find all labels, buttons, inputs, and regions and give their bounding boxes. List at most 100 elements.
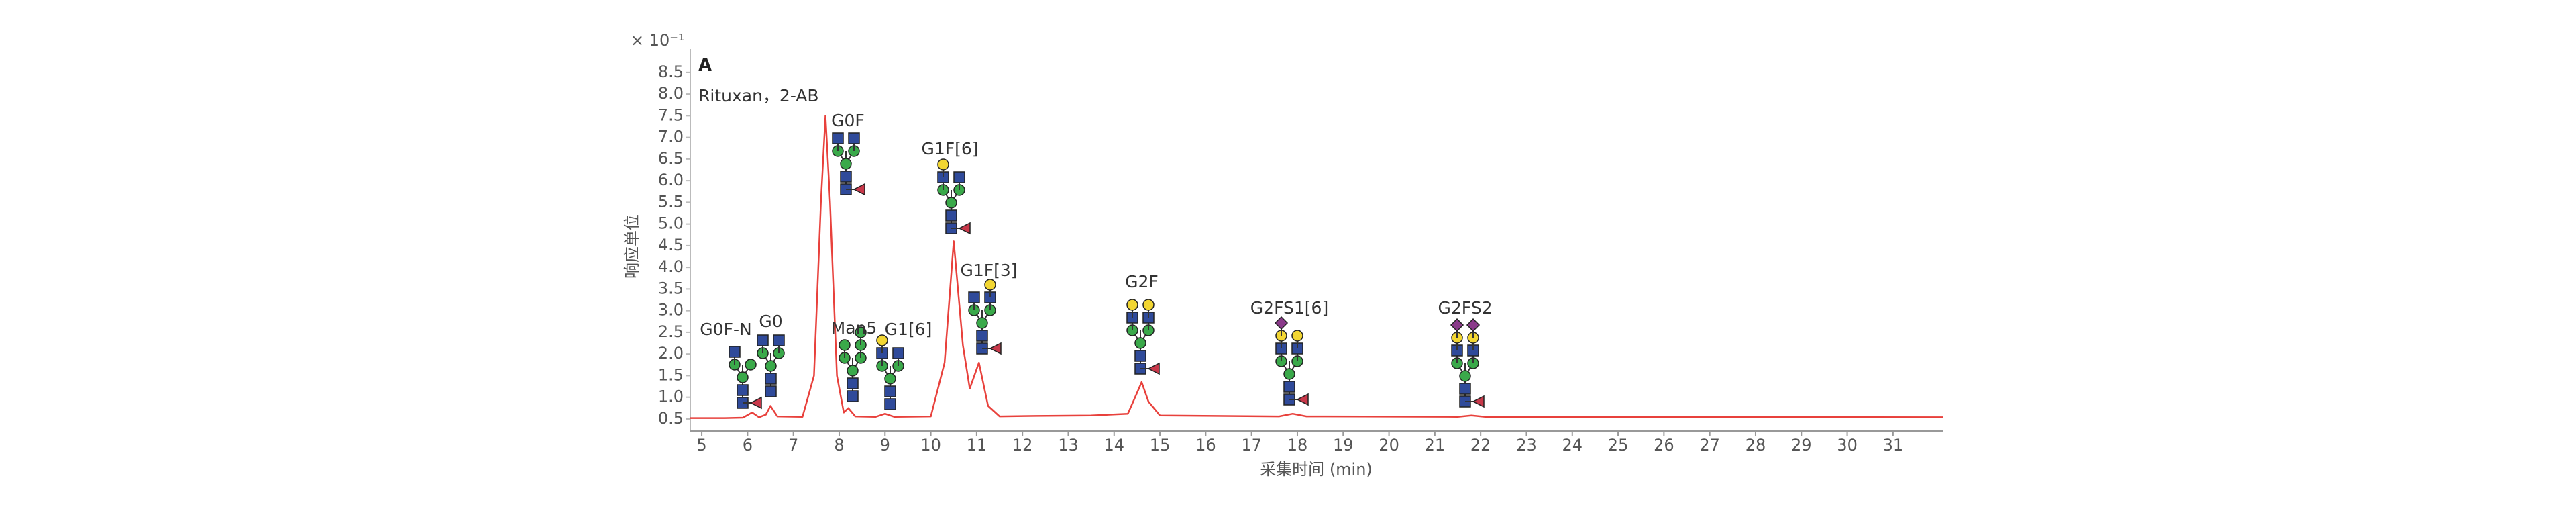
glycan-square: [848, 132, 860, 144]
trace: [690, 115, 1944, 419]
glycan-square: [847, 377, 859, 389]
x-tick-label: 17: [1241, 436, 1262, 455]
glycan-square: [1459, 383, 1471, 395]
glycan-circle: [737, 371, 749, 383]
glycan-circle: [745, 359, 757, 371]
glycan-circle: [1126, 299, 1138, 311]
glycan-square: [773, 334, 785, 346]
glycan-square: [832, 132, 844, 144]
glycan-square: [737, 384, 749, 396]
glycan-square: [1283, 381, 1295, 393]
x-tick-label: 19: [1333, 436, 1354, 455]
y-tick-label: 3.0: [658, 301, 684, 320]
glycan-diamond: [1466, 318, 1481, 332]
x-tick-label: 7: [788, 436, 798, 455]
y-tick-label: 4.5: [658, 236, 684, 254]
y-tick-label: 2.5: [658, 322, 684, 341]
glycan-circle: [840, 158, 852, 170]
x-tick-label: 10: [920, 436, 941, 455]
glycan-circle: [1134, 337, 1146, 349]
x-tick-label: 16: [1195, 436, 1216, 455]
glycan-circle: [855, 326, 867, 338]
x-tick-label: 30: [1837, 436, 1858, 455]
peak-label: G2F: [1125, 272, 1159, 291]
x-tick-label: 25: [1608, 436, 1629, 455]
glycan-square: [757, 334, 769, 346]
x-tick-label: 26: [1654, 436, 1674, 455]
y-tick-label: 1.0: [658, 387, 684, 406]
x-tick-label: 28: [1746, 436, 1766, 455]
x-tick-label: 20: [1379, 436, 1399, 455]
y-tick-label: 7.0: [658, 128, 684, 146]
x-tick-label: 23: [1516, 436, 1537, 455]
y-scale-label: × 10⁻¹: [631, 31, 685, 50]
peak-label: G0: [759, 312, 782, 331]
y-tick-label: 8.0: [658, 84, 684, 103]
x-tick-label: 14: [1104, 436, 1124, 455]
glycan-circle: [847, 365, 859, 377]
x-tick-label: 8: [834, 436, 844, 455]
peak-label: G2FS2: [1438, 298, 1493, 318]
glycan-diamond: [1274, 316, 1289, 330]
x-tick-label: 22: [1470, 436, 1491, 455]
glycan-circle: [1459, 370, 1471, 382]
glycan-square: [765, 385, 777, 397]
glycan-square: [945, 209, 957, 222]
glycan-circle: [937, 158, 949, 171]
glycan-circle: [884, 373, 896, 385]
y-tick-label: 5.0: [658, 214, 684, 233]
y-tick-label: 6.5: [658, 149, 684, 168]
x-tick-label: 31: [1883, 436, 1904, 455]
glycan-square: [892, 347, 904, 359]
glycan-circle: [945, 197, 957, 209]
glycan-square: [847, 390, 859, 402]
x-tick-label: 13: [1058, 436, 1079, 455]
x-tick-label: 29: [1791, 436, 1812, 455]
y-tick-label: 1.5: [658, 365, 684, 384]
y-tick-label: 4.0: [658, 257, 684, 276]
x-tick-label: 6: [743, 436, 753, 455]
glycan-fucose: [958, 222, 971, 235]
glycan-square: [884, 398, 896, 410]
x-tick-label: 21: [1425, 436, 1446, 455]
glycan-circle: [976, 317, 988, 329]
peak-label: G1F[6]: [921, 139, 978, 158]
glycan-circle: [984, 279, 996, 291]
x-axis-title: 采集时间 (min): [1260, 460, 1373, 479]
y-tick-label: 6.0: [658, 171, 684, 189]
glycan-square: [1134, 350, 1146, 362]
peak-label: Man5: [831, 318, 877, 338]
glycan-fucose: [989, 342, 1002, 355]
x-tick-label: 24: [1562, 436, 1582, 455]
y-tick-label: 8.5: [658, 62, 684, 81]
y-tick-label: 3.5: [658, 279, 684, 297]
y-tick-label: 5.5: [658, 192, 684, 211]
glycan-fucose: [749, 396, 762, 410]
glycan-circle: [1142, 299, 1155, 311]
y-tick-label: 7.5: [658, 105, 684, 124]
glycan-circle: [1291, 330, 1303, 342]
glycan-square: [976, 330, 988, 342]
glycan-circle: [1283, 368, 1295, 380]
x-tick-label: 9: [880, 436, 890, 455]
peak-label: G1F[3]: [960, 261, 1017, 280]
x-tick-label: 11: [967, 436, 987, 455]
glycan-square: [729, 346, 741, 358]
x-tick-label: 15: [1150, 436, 1171, 455]
glycan-circle: [765, 360, 777, 372]
x-tick-label: 27: [1699, 436, 1720, 455]
y-axis-title: 响应单位: [623, 214, 641, 279]
x-tick-label: 18: [1287, 436, 1308, 455]
glycan-square: [840, 171, 852, 183]
panel-label: A: [698, 56, 712, 76]
x-tick-label: 12: [1012, 436, 1033, 455]
glycan-square: [968, 291, 980, 303]
y-tick-label: 0.5: [658, 409, 684, 428]
glycan-fucose: [1472, 395, 1485, 408]
y-tick-label: 2.0: [658, 344, 684, 363]
glycan-square: [953, 171, 965, 183]
peak-label: G1[6]: [885, 320, 932, 339]
subtitle: Rituxan，2-AB: [698, 86, 819, 105]
glycan-fucose: [1147, 362, 1160, 375]
